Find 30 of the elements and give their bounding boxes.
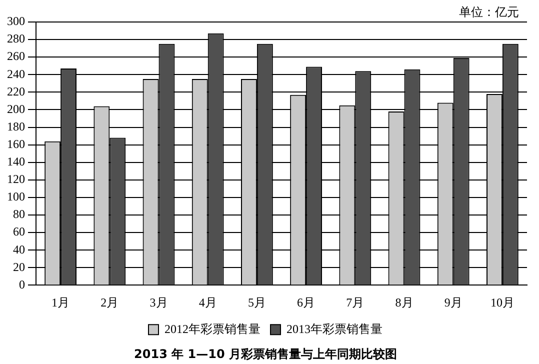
legend-label: 2013年彩票销售量 [286,322,382,336]
y-tick-label: 100 [7,190,25,204]
y-tick-label: 0 [19,277,25,292]
x-tick-label: 8月 [395,296,414,310]
y-tick-label: 60 [13,224,25,239]
x-tick-label: 5月 [248,296,266,310]
x-tick-label: 7月 [346,296,364,310]
text: 单位：亿元 [459,4,519,21]
x-tick-label: 3月 [150,296,168,310]
y-tick-label: 280 [7,32,25,46]
x-tick-label: 9月 [444,296,462,310]
text: 2013 年 1—10 月彩票销售量与上年同期比较图 [134,346,397,361]
y-tick-label: 20 [13,260,25,274]
y-tick-label: 160 [7,136,25,151]
y-tick-label: 260 [7,49,25,64]
legend-label: 2012年彩票销售量 [164,322,260,336]
x-tick-label: 6月 [297,296,316,310]
y-tick-label: 180 [7,119,25,134]
y-tick-label: 120 [7,172,25,186]
x-tick-label: 1月 [52,296,70,310]
x-tick-label: 10月 [490,296,514,310]
y-tick-label: 140 [7,154,25,169]
y-tick-label: 40 [13,242,25,256]
y-tick-label: 300 [7,14,25,28]
x-tick-label: 4月 [198,296,217,310]
x-tick-label: 2月 [100,296,119,310]
y-tick-label: 80 [13,207,25,222]
y-tick-label: 240 [7,66,25,81]
y-tick-label: 220 [7,84,25,98]
y-tick-label: 200 [7,102,25,116]
